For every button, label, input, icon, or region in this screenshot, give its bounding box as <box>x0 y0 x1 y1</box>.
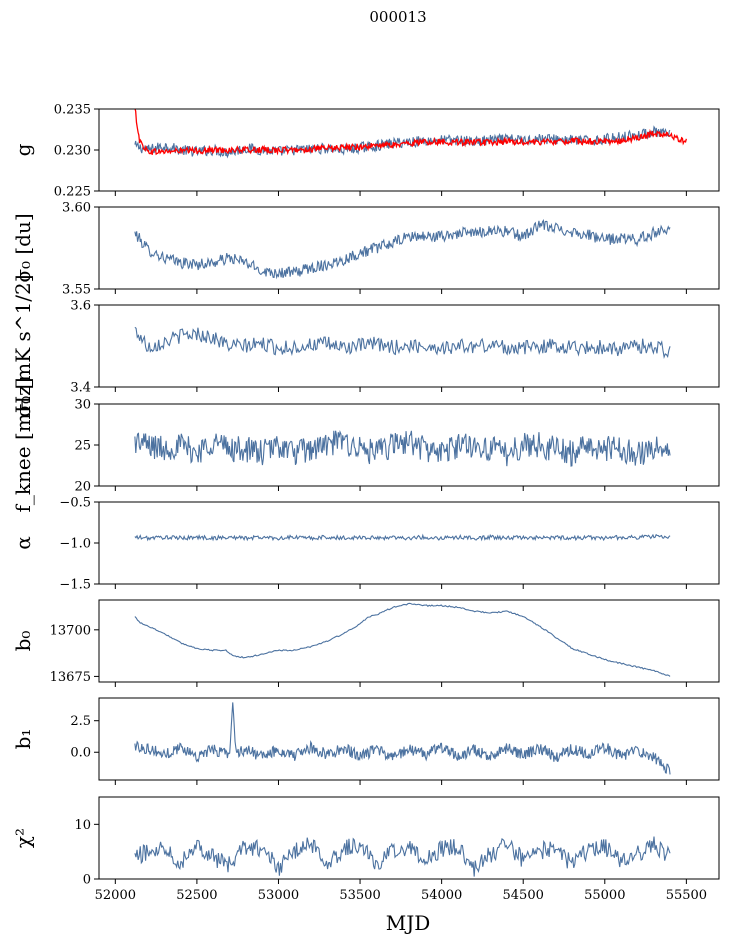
y-tick-label: 3.55 <box>62 283 91 298</box>
x-tick-label: 55500 <box>666 888 707 903</box>
y-tick-label: 0.235 <box>54 103 91 118</box>
y-tick-label: 0.225 <box>54 185 91 200</box>
panel-5: −1.5 −1.0 −0.5 α <box>11 496 720 593</box>
series-line-1 <box>134 836 671 877</box>
y-tick-label: 13675 <box>50 670 91 685</box>
y-tick-label: −1.0 <box>59 537 91 552</box>
y-axis-label: g <box>11 143 35 156</box>
y-axis-label: σ₀ [du] <box>11 213 35 282</box>
y-tick-label: 3.60 <box>62 201 91 216</box>
y-tick-label: 0.0 <box>70 746 91 761</box>
figure-title: 000013 <box>369 8 426 26</box>
series-line-1 <box>134 429 671 467</box>
axes-frame <box>98 501 720 585</box>
y-tick-label: 0 <box>83 873 91 888</box>
panel-1: 0.225 0.230 0.235 g <box>11 103 720 200</box>
y-tick-label: −1.5 <box>59 578 91 593</box>
panel-7: 0.0 2.5 b₁ <box>11 697 720 785</box>
y-tick-label: 30 <box>74 398 91 413</box>
panel-3: 3.4 3.6 σ₀ [mK s^1/2] <box>11 274 720 418</box>
y-axis-label: b₀ <box>11 631 35 652</box>
y-axis-label: σ₀ [mK s^1/2] <box>11 274 35 417</box>
y-tick-label: 3.4 <box>70 381 91 396</box>
series-line-1 <box>134 326 671 360</box>
axes-frame <box>98 206 720 290</box>
y-tick-label: 20 <box>74 480 91 495</box>
panel-2: 3.55 3.60 σ₀ [du] <box>11 201 720 298</box>
y-axis-label: χ² <box>11 828 35 848</box>
y-tick-label: 25 <box>74 439 91 454</box>
x-tick-label: 54000 <box>421 888 462 903</box>
y-axis-label: b₁ <box>11 729 35 750</box>
x-tick-label: 55000 <box>584 888 625 903</box>
axes-frame <box>98 599 720 683</box>
axes-frame <box>98 697 720 781</box>
series-line-1 <box>134 702 671 775</box>
x-axis-label: MJD <box>386 911 431 935</box>
series-line-1 <box>134 602 671 677</box>
y-tick-label: −0.5 <box>59 496 91 511</box>
axes-frame <box>98 304 720 388</box>
series-line-2 <box>134 109 687 156</box>
series-line-1 <box>134 533 671 542</box>
panel-4: 20 25 30 f_knee [mHz] <box>11 378 720 513</box>
x-tick-label: 54500 <box>503 888 544 903</box>
x-tick-label: 52500 <box>176 888 217 903</box>
x-tick-label: 53500 <box>339 888 380 903</box>
y-tick-label: 3.6 <box>70 299 91 314</box>
y-tick-label: 13700 <box>50 623 91 638</box>
panel-8: 0 10 52000 52500 53000 53500 54000 54500 55000 55… <box>11 796 720 903</box>
y-axis-label: α <box>11 536 35 550</box>
panel-6: 13675 13700 b₀ <box>11 599 720 687</box>
y-tick-label: 0.230 <box>54 144 91 159</box>
y-axis-label: f_knee [mHz] <box>11 378 35 513</box>
y-tick-label: 2.5 <box>70 714 91 729</box>
y-tick-label: 10 <box>74 818 91 833</box>
x-tick-label: 53000 <box>258 888 299 903</box>
series-line-1 <box>134 125 671 159</box>
series-line-1 <box>134 218 671 280</box>
panels: 0.225 0.230 0.235 g 3.55 3.60 σ₀ [du] 3.4 3.6 σ₀ … <box>11 103 720 903</box>
axes-frame <box>98 796 720 880</box>
x-tick-label: 52000 <box>95 888 136 903</box>
